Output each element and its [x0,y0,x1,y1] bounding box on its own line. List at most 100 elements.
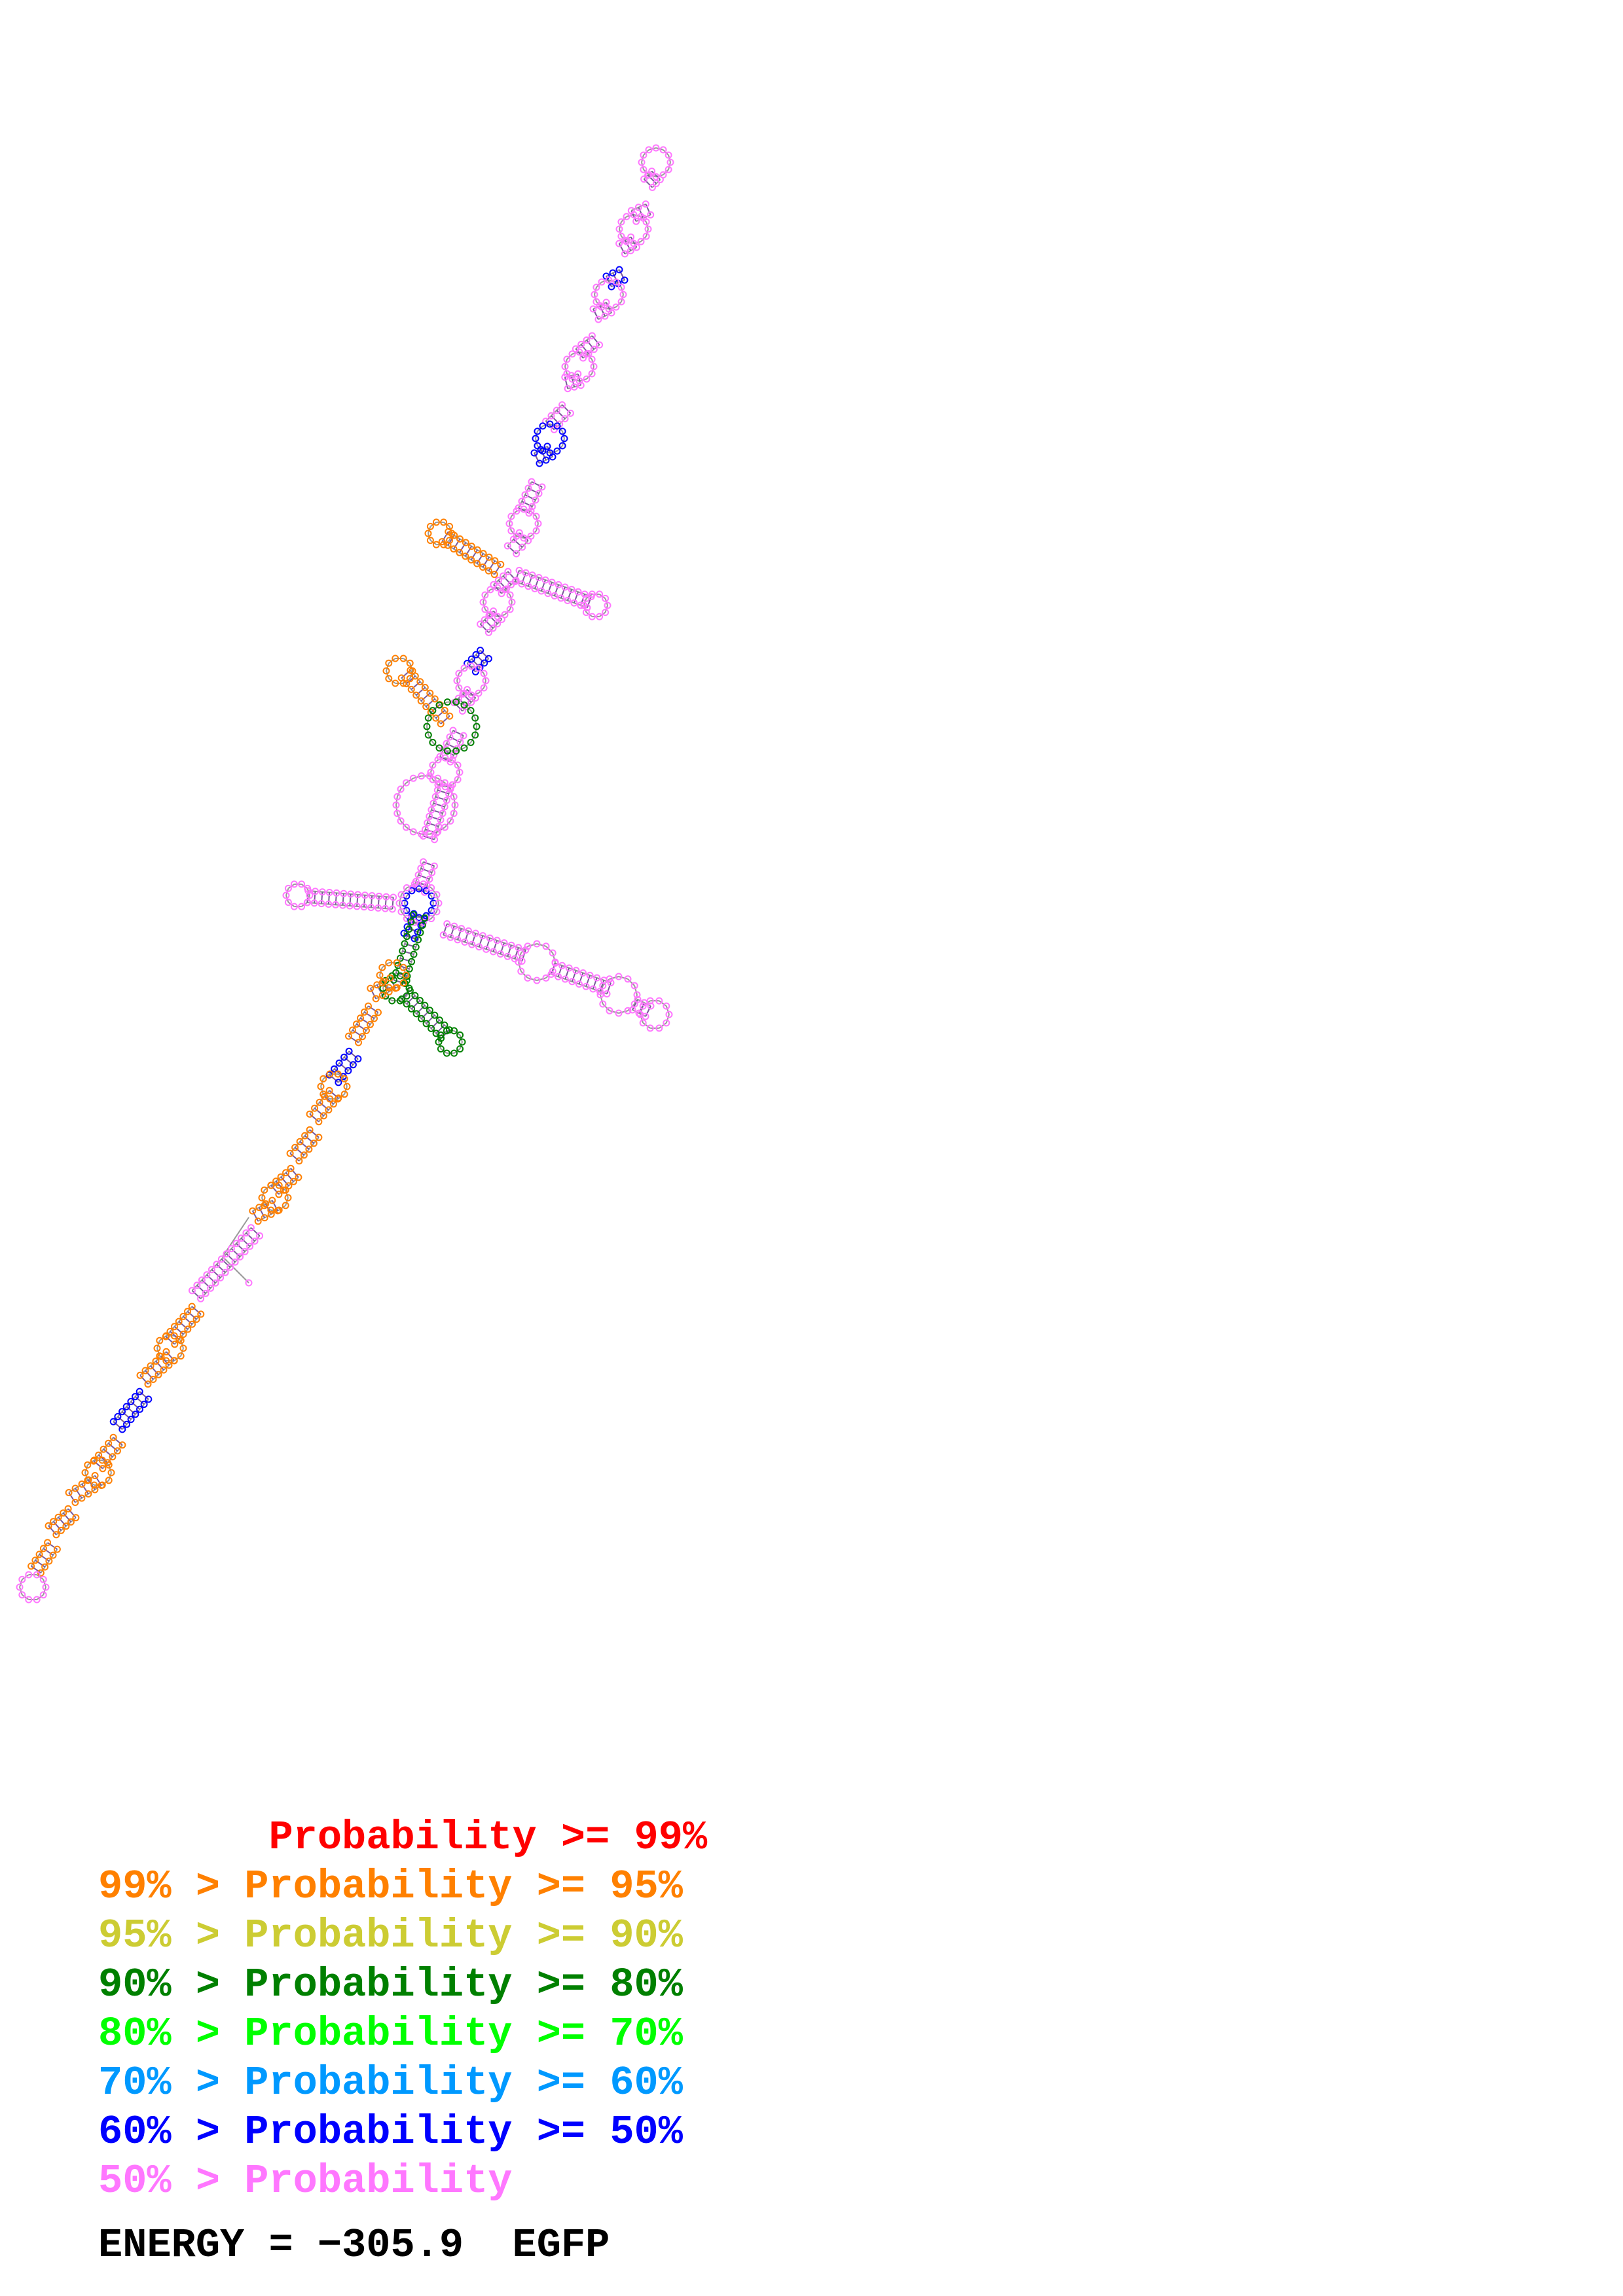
paired-nucleotide [542,456,550,464]
base-pair [31,1566,41,1573]
base-pair [479,649,490,660]
loop-nucleotide [410,880,418,888]
loop-backbone [648,174,657,177]
paired-nucleotide [596,302,604,310]
paired-nucleotide [193,1282,201,1289]
paired-nucleotide [427,708,435,716]
paired-nucleotide [528,503,536,511]
base-pair [560,586,566,599]
loop-backbone [19,1579,23,1588]
base-pair [58,1516,67,1527]
paired-nucleotide [524,583,532,590]
paired-nucleotide [339,901,346,909]
base-pair [452,730,464,736]
paired-nucleotide [72,1514,80,1522]
paired-nucleotide [367,1020,374,1028]
base-pair [437,789,449,795]
paired-nucleotide [513,550,520,558]
paired-nucleotide [221,1268,229,1276]
loop-nucleotide [39,1575,47,1583]
paired-nucleotide [437,720,445,728]
paired-nucleotide [268,1196,276,1204]
loop-nucleotide [582,609,590,617]
paired-nucleotide [648,183,656,191]
paired-nucleotide [439,931,447,939]
loop-nucleotide [599,1000,607,1008]
paired-nucleotide [572,967,580,975]
base-pair [423,835,435,840]
paired-nucleotide [54,1513,62,1521]
loop-backbone [101,1479,109,1486]
loop-nucleotide [409,774,417,782]
paired-nucleotide [242,1229,250,1237]
paired-nucleotide [289,1177,297,1185]
base-pair [564,967,570,980]
loop-backbone [432,759,439,766]
paired-nucleotide [399,947,407,955]
paired-nucleotide [640,999,648,1007]
loop-backbone [453,804,456,814]
base-pair [93,1460,103,1469]
paired-nucleotide [608,309,615,317]
paired-nucleotide [522,569,530,577]
paired-nucleotide [335,1059,343,1067]
loop-nucleotide [284,884,292,892]
loop-nucleotide [392,801,400,809]
loop-backbone [619,228,622,237]
base-pair [187,1311,197,1320]
paired-nucleotide [119,1426,126,1433]
loop-nucleotide [501,586,509,594]
paired-nucleotide [98,1482,105,1489]
paired-nucleotide [132,1393,139,1401]
loop-nucleotide [393,810,401,817]
loop-backbone [549,423,558,427]
base-pair [406,675,416,685]
base-pair [369,988,377,999]
paired-nucleotide [579,969,587,977]
loop-nucleotide [666,158,674,166]
paired-nucleotide [213,1261,221,1268]
loop-nucleotide [456,1045,464,1053]
base-pair [103,1448,113,1458]
loop-nucleotide [340,1090,348,1098]
base-pair [126,1406,136,1415]
base-pair [240,1238,251,1247]
loop-nucleotide [177,1352,185,1360]
paired-nucleotide [555,973,562,980]
loop-nucleotide [403,779,410,787]
base-pair [420,692,431,702]
base-pair [309,1129,319,1138]
loop-nucleotide [441,779,448,787]
loop-backbone [484,609,491,615]
tail-backbone [222,1217,249,1257]
loop-backbone [585,611,593,617]
loop-nucleotide [105,1461,113,1469]
loop-nucleotide [385,959,393,967]
paired-nucleotide [71,1484,79,1492]
paired-nucleotide [368,892,376,899]
paired-nucleotide [561,975,569,983]
loop-nucleotide [561,363,569,370]
paired-nucleotide [511,578,519,585]
base-pair [183,1316,193,1325]
paired-nucleotide [586,971,594,979]
base-pair [121,1411,132,1420]
loop-backbone [602,1003,610,1011]
base-pair [319,1102,329,1111]
loop-backbone [566,353,573,360]
loop-backbone [535,438,538,446]
paired-nucleotide [140,1401,148,1408]
loop-backbone [594,287,597,295]
loop-backbone [470,710,476,719]
base-pair [498,580,507,590]
paired-nucleotide [437,816,445,824]
base-pair [415,880,428,887]
loop-backbone [385,995,393,1001]
paired-nucleotide [373,981,381,989]
paired-nucleotide [372,995,380,1003]
loop-backbone [396,789,402,797]
paired-nucleotide [577,382,585,389]
paired-nucleotide [419,832,427,840]
paired-nucleotide [518,580,526,588]
loop-nucleotide [267,1181,275,1189]
